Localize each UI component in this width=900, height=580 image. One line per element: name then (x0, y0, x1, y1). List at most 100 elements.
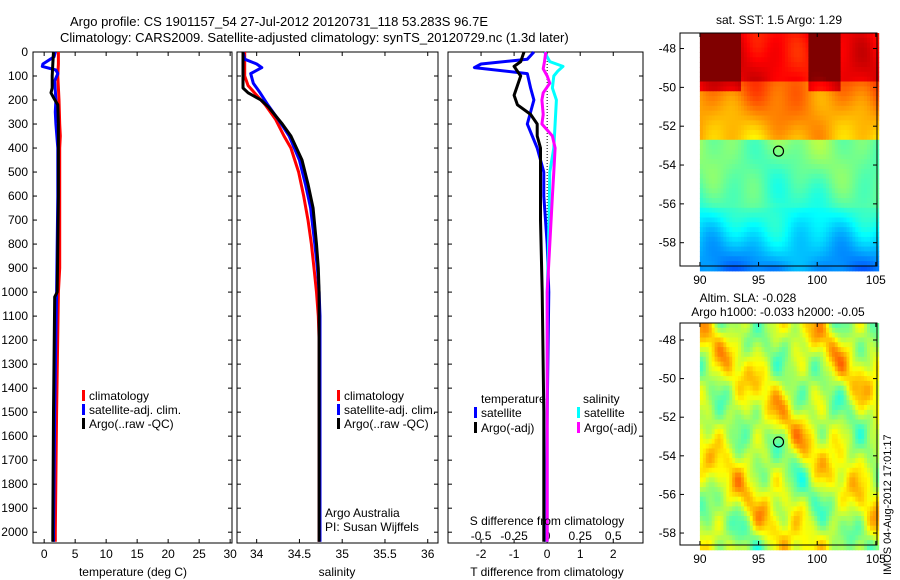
heatmap-cell (767, 183, 771, 189)
heatmap-cell (732, 217, 736, 223)
heatmap-cell (702, 222, 707, 228)
heatmap-cell (852, 96, 856, 102)
heatmap-cell (837, 178, 842, 184)
heatmap-cell (749, 232, 754, 238)
heatmap-cell (784, 434, 789, 440)
heatmap-cell (870, 120, 874, 126)
ytick-label: -48 (659, 42, 677, 56)
heatmap-cell (831, 395, 836, 401)
heatmap-cell (823, 144, 827, 150)
heatmap-cell (867, 371, 871, 377)
heatmap-cell (776, 115, 780, 121)
heatmap-cell (787, 424, 792, 430)
heatmap-cell (761, 198, 765, 204)
heatmap-cell (834, 443, 839, 449)
heatmap-cell (743, 251, 748, 257)
heatmap-cell (870, 352, 874, 358)
heatmap-cell (732, 380, 736, 387)
heatmap-cell (805, 246, 809, 252)
heatmap-cell (726, 429, 730, 435)
heatmap-cell (846, 86, 850, 92)
heatmap-cell (764, 134, 768, 141)
heatmap-cell (711, 227, 716, 233)
heatmap-cell (849, 395, 853, 401)
heatmap-cell (831, 261, 836, 267)
heatmap-cell (743, 105, 748, 112)
heatmap-cell (779, 37, 783, 44)
heatmap-cell (758, 115, 762, 121)
heatmap-cell (702, 400, 707, 406)
heatmap-cell (705, 236, 710, 243)
heatmap-cell (793, 134, 798, 141)
heatmap-cell (726, 443, 730, 449)
heatmap-cell (828, 236, 833, 243)
heatmap-cell (855, 71, 859, 78)
heatmap-cell (799, 332, 803, 338)
heatmap-cell (779, 429, 783, 435)
heatmap-cell (790, 144, 795, 150)
heatmap-cell (779, 266, 783, 272)
heatmap-cell (755, 164, 759, 170)
heatmap-cell (831, 443, 836, 449)
heatmap-cell (767, 261, 771, 267)
heatmap-cell (864, 323, 868, 329)
heatmap-cell (711, 188, 716, 194)
heatmap-cell (834, 134, 839, 141)
heatmap-cell (861, 380, 865, 387)
heatmap-cell (717, 159, 721, 165)
heatmap-cell (843, 47, 847, 53)
heatmap-cell (741, 448, 745, 454)
heatmap-cell (770, 193, 774, 199)
heatmap-cell (811, 198, 815, 204)
heatmap-cell (782, 202, 786, 209)
heatmap-cell (776, 110, 780, 117)
heatmap-cell (796, 361, 801, 367)
heatmap-cell (814, 96, 818, 102)
heatmap-cell (773, 81, 777, 87)
heatmap-cell (729, 236, 733, 243)
heatmap-cell (758, 356, 762, 363)
heatmap-cell (849, 47, 853, 53)
heatmap-cell (864, 52, 868, 58)
heatmap-cell (764, 168, 768, 175)
heatmap-cell (732, 52, 736, 58)
heatmap-cell (776, 134, 780, 141)
legend-label: satellite (481, 406, 522, 420)
heatmap-cell (858, 76, 862, 83)
heatmap-cell (743, 96, 748, 102)
heatmap-cell (749, 178, 754, 184)
heatmap-cell (784, 164, 789, 170)
heatmap-cell (843, 453, 847, 459)
heatmap-cell (846, 212, 850, 218)
xtick-label: 20 (161, 547, 175, 561)
heatmap-cell (779, 188, 783, 194)
heatmap-cell (808, 183, 812, 189)
xtick-label: 1 (577, 547, 584, 561)
heatmap-cell (811, 202, 815, 209)
heatmap-cell (828, 76, 833, 83)
heatmap-cell (808, 227, 812, 233)
heatmap-cell (870, 438, 874, 445)
heatmap-cell (843, 217, 847, 223)
heatmap-cell (717, 371, 721, 377)
heatmap-cell (867, 327, 871, 334)
heatmap-cell (699, 419, 704, 425)
heatmap-cell (864, 385, 868, 391)
temperature-panel: 0100200300400500600700800900100011001200… (1, 45, 237, 561)
heatmap-cell (717, 222, 721, 228)
heatmap-cell (761, 217, 765, 223)
heatmap-cell (872, 81, 877, 87)
heatmap-cell (714, 261, 718, 267)
heatmap-cell (720, 212, 724, 218)
heatmap-cell (758, 222, 762, 228)
heatmap-cell (796, 105, 801, 112)
heatmap-cell (743, 429, 748, 435)
heatmap-cell (717, 139, 721, 146)
heatmap-cell (779, 232, 783, 238)
heatmap-cell (811, 67, 815, 73)
heatmap-cell (699, 342, 704, 348)
heatmap-cell (858, 178, 862, 184)
heatmap-cell (735, 371, 739, 377)
heatmap-cell (802, 188, 806, 194)
heatmap-cell (831, 434, 836, 440)
